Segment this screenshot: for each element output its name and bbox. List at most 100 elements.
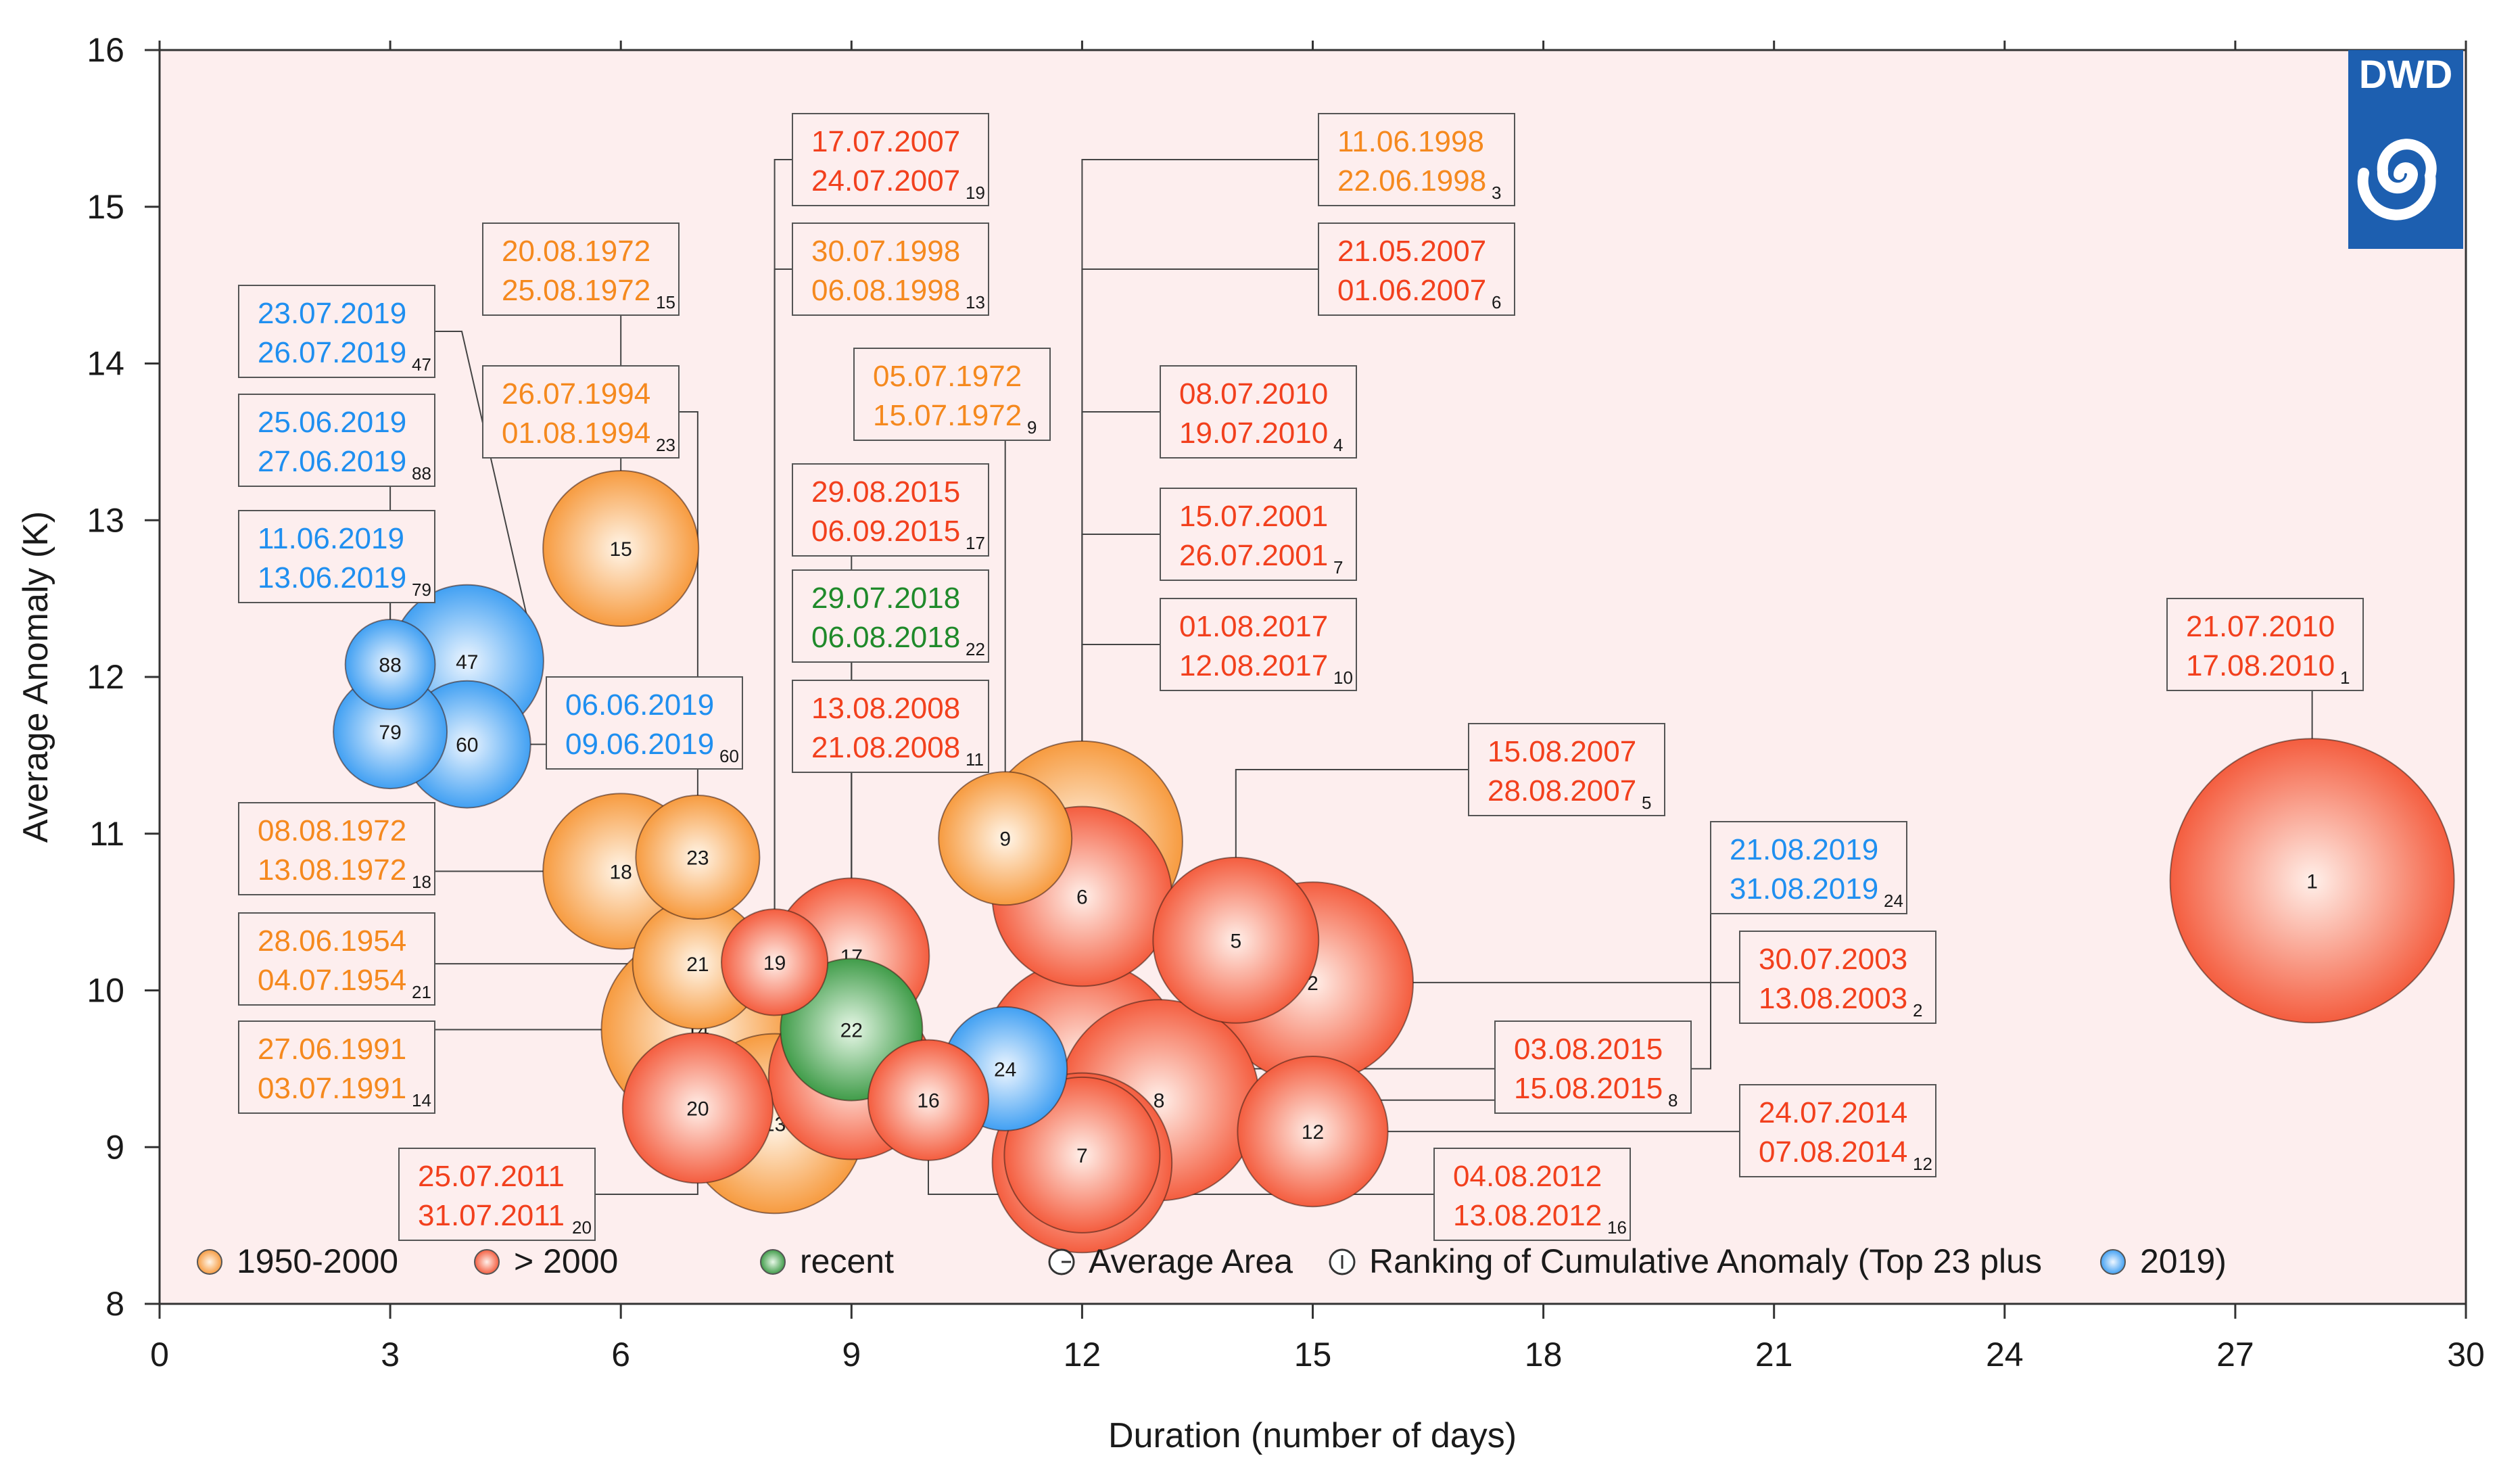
bubble [621, 1032, 774, 1184]
annotation-rank: 7 [1333, 557, 1343, 578]
swirl-icon [2357, 139, 2437, 220]
axis-ticks [145, 41, 2467, 1319]
y-tick-label: 14 [87, 345, 124, 383]
annotation-rank: 2 [1913, 1000, 1922, 1020]
annotation-rank: 14 [412, 1090, 431, 1110]
annotation-frame [546, 676, 743, 770]
annotation-frame [482, 222, 680, 316]
annotation-rank: 18 [412, 872, 431, 892]
bubble-rank-label: 9 [999, 828, 1011, 851]
annotation-box: 04.08.2012 13.08.2012 16 [1433, 1148, 1631, 1241]
x-tick-label: 27 [2216, 1336, 2254, 1374]
y-tick-label: 16 [87, 31, 124, 69]
annotation-rank: 13 [966, 292, 985, 312]
annotation-start-date: 29.08.2015 [811, 475, 960, 509]
annotation-start-date: 26.07.1994 [502, 377, 650, 410]
bubble-rank-label: 1 [2306, 870, 2318, 893]
legend-label: > 2000 [514, 1242, 618, 1280]
annotation-end-date: 13.06.2019 [258, 561, 406, 594]
annotation-box: 15.08.2007 28.08.2007 5 [1468, 723, 1665, 816]
y-axis-title: Average Anomaly (K) [16, 511, 55, 843]
annotation-box: 20.08.1972 25.08.1972 15 [482, 222, 680, 316]
annotation-frame [238, 285, 435, 378]
y-tick-label: 13 [87, 501, 124, 539]
annotation-start-date: 01.08.2017 [1179, 610, 1328, 643]
annotation-start-date: 17.07.2007 [811, 125, 960, 158]
annotation-box: 05.07.1972 15.07.1972 9 [853, 348, 1051, 441]
bubble-rank-label: 5 [1230, 930, 1241, 952]
annotation-end-date: 31.07.2011 [418, 1199, 565, 1232]
annotation-rank: 79 [412, 580, 431, 600]
annotation-start-date: 30.07.2003 [1759, 943, 1907, 976]
annotation-frame [1710, 821, 1907, 914]
annotation-frame [482, 365, 680, 459]
annotation-start-date: 25.06.2019 [258, 406, 406, 439]
annotation-end-date: 09.06.2019 [565, 728, 714, 761]
annotation-rank: 11 [966, 749, 984, 770]
annotation-rank: 19 [966, 183, 985, 203]
annotation-start-date: 06.06.2019 [565, 688, 714, 722]
annotation-start-date: 03.08.2015 [1514, 1033, 1663, 1066]
annotation-end-date: 15.08.2015 [1514, 1072, 1663, 1105]
annotation-box: 29.07.2018 06.08.2018 22 [792, 569, 989, 663]
bubbles: 1234814610135117151718471220229216023241… [333, 469, 2455, 1254]
bubble-rank-label: 23 [686, 847, 709, 870]
legend-marker [760, 1249, 786, 1275]
annotation-frame [238, 1020, 435, 1114]
annotation-start-date: 21.08.2019 [1730, 833, 1878, 866]
legend-marker [2100, 1249, 2126, 1275]
annotation-frame [238, 510, 435, 603]
annotation-end-date: 24.07.2007 [811, 164, 960, 197]
annotation-rank: 20 [572, 1217, 592, 1238]
annotation-end-date: 21.08.2008 [811, 731, 960, 764]
annotation-frame [1739, 931, 1936, 1024]
bubble-rank-label: 16 [917, 1090, 939, 1112]
annotation-start-date: 24.07.2014 [1759, 1096, 1907, 1129]
annotation-start-date: 29.07.2018 [811, 582, 960, 615]
annotation-rank: 16 [1607, 1217, 1627, 1238]
annotation-rank: 60 [719, 746, 739, 766]
annotation-start-date: 25.07.2011 [418, 1160, 565, 1193]
annotation-box: 13.08.2008 21.08.2008 11 [792, 680, 989, 773]
annotation-box: 21.07.2010 17.08.2010 1 [2166, 598, 2364, 691]
annotation-end-date: 17.08.2010 [2186, 649, 2335, 682]
bubble-rank-label: 12 [1302, 1121, 1324, 1144]
annotation-frame [1494, 1020, 1692, 1114]
x-tick-label: 3 [381, 1336, 400, 1374]
bubble-rank-label: 79 [379, 722, 401, 744]
annotation-box: 21.05.2007 01.06.2007 6 [1318, 222, 1515, 316]
dwd-logo: DWD [2348, 50, 2463, 249]
annotation-box: 30.07.1998 06.08.1998 13 [792, 222, 989, 316]
annotation-frame [238, 912, 435, 1006]
annotation-end-date: 04.07.1954 [258, 964, 406, 997]
annotation-end-date: 13.08.2012 [1453, 1199, 1602, 1232]
annotation-rank: 15 [656, 292, 675, 312]
x-tick-label: 21 [1755, 1336, 1793, 1374]
bubble-rank-label: 20 [686, 1098, 709, 1120]
x-tick-label: 30 [2447, 1336, 2485, 1374]
annotation-rank: 5 [1642, 793, 1651, 813]
annotation-box: 30.07.2003 13.08.2003 2 [1739, 931, 1936, 1024]
bubble-rank-label: 47 [456, 651, 478, 674]
legend-label: 2019) [2140, 1242, 2227, 1280]
annotation-start-date: 04.08.2012 [1453, 1160, 1602, 1193]
annotation-rank: 8 [1668, 1090, 1678, 1110]
legend-marker [474, 1249, 500, 1275]
bubble [2169, 738, 2455, 1024]
bubble-rank-label: 88 [379, 654, 401, 676]
annotation-end-date: 15.07.1972 [873, 399, 1022, 432]
annotation-rank: 23 [656, 435, 675, 455]
annotation-rank: 21 [412, 982, 431, 1002]
bubble-rank-label: 7 [1076, 1145, 1088, 1167]
annotation-rank: 1 [2340, 667, 2350, 688]
annotation-start-date: 27.06.1991 [258, 1033, 406, 1066]
leader-line [774, 159, 792, 962]
bubble [721, 908, 829, 1016]
annotation-end-date: 31.08.2019 [1730, 872, 1878, 906]
bubble [542, 469, 700, 627]
annotation-box: 17.07.2007 24.07.2007 19 [792, 113, 989, 206]
annotation-frame [1318, 222, 1515, 316]
y-tick-label: 8 [105, 1285, 124, 1323]
annotation-end-date: 26.07.2001 [1179, 539, 1328, 572]
annotation-end-date: 13.08.1972 [258, 853, 406, 887]
